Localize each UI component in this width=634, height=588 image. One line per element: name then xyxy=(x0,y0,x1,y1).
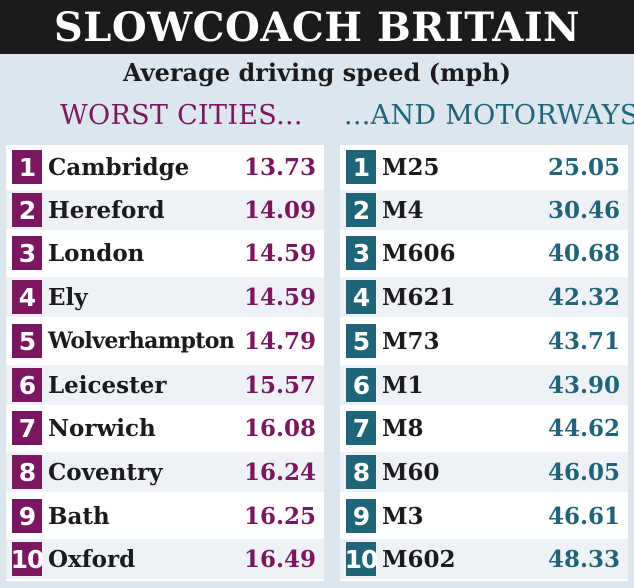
motorway-name: M606 xyxy=(382,239,456,267)
motorways-heading: ...AND MOTORWAYS xyxy=(344,100,634,131)
table-row: 2 Hereford 14.09 xyxy=(6,190,324,230)
city-speed: 14.59 xyxy=(243,283,316,311)
table-row: 1 Cambridge 13.73 xyxy=(6,147,324,187)
rank-badge: 5 xyxy=(346,324,376,358)
city-name: Bath xyxy=(48,502,110,530)
table-row: 9 Bath 16.25 xyxy=(6,496,324,536)
motorway-speed: 46.61 xyxy=(547,502,620,530)
table-row: 4 Ely 14.59 xyxy=(6,277,324,317)
rank-badge: 8 xyxy=(12,455,42,489)
table-row: 7 M8 44.62 xyxy=(340,408,628,448)
rank-badge: 8 xyxy=(346,455,376,489)
table-row: 10 Oxford 16.49 xyxy=(6,539,324,579)
table-row: 2 M4 30.46 xyxy=(340,190,628,230)
motorway-name: M73 xyxy=(382,327,440,355)
motorway-name: M621 xyxy=(382,283,456,311)
city-name: London xyxy=(48,239,145,267)
subtitle: Average driving speed (mph) xyxy=(123,58,511,87)
rank-badge: 2 xyxy=(12,193,42,227)
page-title: SLOWCOACH BRITAIN xyxy=(53,3,581,51)
motorway-name: M602 xyxy=(382,545,456,573)
rank-badge: 5 xyxy=(12,324,42,358)
rank-badge: 7 xyxy=(12,411,42,445)
rank-badge: 6 xyxy=(346,368,376,402)
city-name: Coventry xyxy=(48,458,163,486)
cities-table: 1 Cambridge 13.73 2 Hereford 14.09 3 Lon… xyxy=(6,145,324,581)
table-row: 5 M73 43.71 xyxy=(340,321,628,361)
rank-badge: 1 xyxy=(346,150,376,184)
rank-badge: 9 xyxy=(12,499,42,533)
motorway-speed: 43.71 xyxy=(547,327,620,355)
city-name: Leicester xyxy=(48,371,167,399)
table-row: 1 M25 25.05 xyxy=(340,147,628,187)
city-name: Norwich xyxy=(48,414,156,442)
motorway-name: M1 xyxy=(382,371,424,399)
table-row: 3 London 14.59 xyxy=(6,233,324,273)
motorways-table: 1 M25 25.05 2 M4 30.46 3 M606 40.68 4 M6… xyxy=(340,145,628,581)
table-row: 8 M60 46.05 xyxy=(340,452,628,492)
rank-badge: 2 xyxy=(346,193,376,227)
table-row: 8 Coventry 16.24 xyxy=(6,452,324,492)
motorway-speed: 46.05 xyxy=(547,458,620,486)
rank-badge: 3 xyxy=(12,236,42,270)
table-row: 5 Wolverhampton 14.79 xyxy=(6,321,324,361)
motorway-name: M60 xyxy=(382,458,440,486)
motorway-speed: 44.62 xyxy=(547,414,620,442)
title-banner: SLOWCOACH BRITAIN xyxy=(0,0,634,54)
table-row: 3 M606 40.68 xyxy=(340,233,628,273)
motorway-speed: 30.46 xyxy=(547,196,620,224)
city-speed: 16.24 xyxy=(243,458,316,486)
city-speed: 15.57 xyxy=(243,371,316,399)
city-speed: 14.59 xyxy=(243,239,316,267)
city-name: Ely xyxy=(48,283,88,311)
rank-badge: 10 xyxy=(345,542,378,576)
city-name: Wolverhampton xyxy=(48,328,235,354)
rank-badge: 1 xyxy=(12,150,42,184)
rank-badge: 3 xyxy=(346,236,376,270)
city-name: Oxford xyxy=(48,545,136,573)
motorway-speed: 40.68 xyxy=(547,239,620,267)
rank-badge: 4 xyxy=(346,280,376,314)
city-speed: 13.73 xyxy=(243,153,316,181)
motorway-name: M4 xyxy=(382,196,424,224)
city-speed: 14.79 xyxy=(243,327,316,355)
rank-badge: 6 xyxy=(12,368,42,402)
city-speed: 16.49 xyxy=(243,545,316,573)
table-row: 7 Norwich 16.08 xyxy=(6,408,324,448)
city-name: Cambridge xyxy=(48,153,190,181)
rank-badge: 4 xyxy=(12,280,42,314)
table-row: 6 M1 43.90 xyxy=(340,365,628,405)
motorway-speed: 25.05 xyxy=(547,153,620,181)
city-speed: 16.25 xyxy=(243,502,316,530)
cities-heading: WORST CITIES... xyxy=(60,100,303,131)
motorway-name: M25 xyxy=(382,153,440,181)
motorway-speed: 48.33 xyxy=(547,545,620,573)
rank-badge: 10 xyxy=(11,542,44,576)
motorway-speed: 42.32 xyxy=(547,283,620,311)
motorway-speed: 43.90 xyxy=(547,371,620,399)
city-speed: 14.09 xyxy=(243,196,316,224)
rank-badge: 7 xyxy=(346,411,376,445)
table-row: 9 M3 46.61 xyxy=(340,496,628,536)
motorway-name: M3 xyxy=(382,502,424,530)
motorway-name: M8 xyxy=(382,414,424,442)
city-name: Hereford xyxy=(48,196,165,224)
city-speed: 16.08 xyxy=(243,414,316,442)
table-row: 10 M602 48.33 xyxy=(340,539,628,579)
table-row: 4 M621 42.32 xyxy=(340,277,628,317)
table-row: 6 Leicester 15.57 xyxy=(6,365,324,405)
rank-badge: 9 xyxy=(346,499,376,533)
